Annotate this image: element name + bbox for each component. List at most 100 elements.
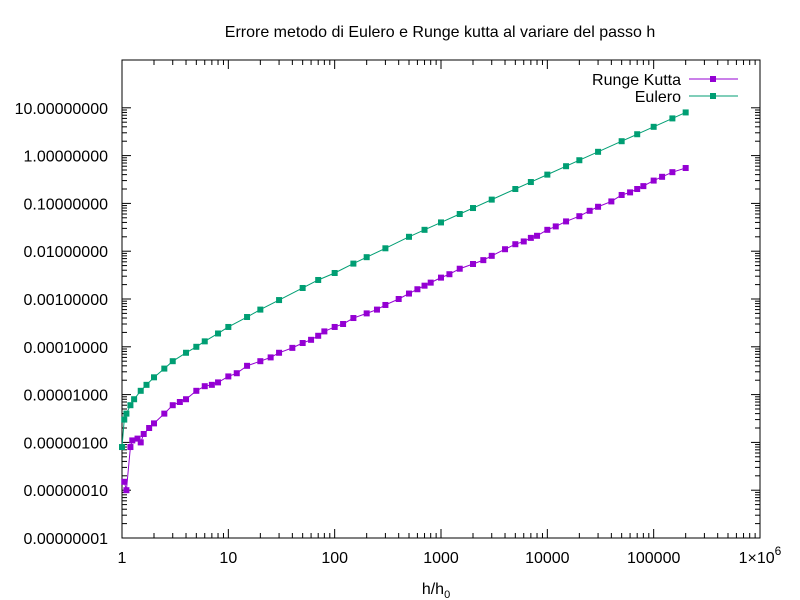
data-point [169,402,176,409]
data-point [405,233,412,240]
data-point [267,354,274,361]
data-point [225,323,232,330]
data-point [208,381,215,388]
x-axis-label: h/h0 [422,581,450,600]
data-point [331,323,338,330]
x-tick-label: 1×106 [739,544,782,567]
data-point [127,444,134,451]
data-point [331,269,338,276]
data-point [215,379,222,386]
data-point [627,189,634,196]
data-point [382,245,389,252]
plot-frame [121,59,761,539]
legend-label: Runge Kutta [592,72,681,89]
x-axis-label-subscript: 0 [444,589,450,600]
data-point [438,274,444,281]
data-point [405,290,412,297]
series-layer [119,109,689,494]
x-tick-label: 100 [321,550,348,567]
data-point [244,314,251,321]
legend-label: Eulero [635,89,681,106]
data-point [650,177,657,184]
data-point [299,284,306,291]
data-point [427,279,434,286]
data-point [350,315,357,322]
y-tick-label: 0.10000000 [23,196,108,213]
y-tick-label: 0.00001000 [23,388,108,405]
data-point [669,115,676,122]
data-point [456,265,463,272]
data-point [395,296,402,302]
data-point [520,238,527,245]
data-point [143,381,150,388]
data-point [373,306,380,313]
data-point [552,223,559,230]
data-point [225,373,232,380]
data-point [308,336,315,343]
data-point [127,402,134,409]
x-tick-label: 1 [118,550,127,567]
data-point [215,330,222,337]
y-tick-label: 0.00000001 [23,531,108,548]
y-tick-label: 0.00100000 [23,292,108,309]
data-point [183,396,190,403]
legend-swatch-marker [710,76,716,82]
data-point [161,365,168,372]
data-point [414,286,421,293]
data-point [576,157,583,164]
x-tick-label: 10000 [525,550,570,567]
data-point [276,349,283,356]
data-point [586,207,593,214]
series-eulero [119,109,689,451]
x-axis: 1 10 100 1000 10000 100000 1×106 [118,60,782,567]
data-point [512,241,519,248]
data-point [544,226,551,233]
data-point [176,399,183,406]
data-point [363,310,370,317]
x-tick-label: 100000 [627,550,680,567]
data-point [201,338,208,345]
y-tick-label: 0.01000000 [23,244,108,261]
data-point [595,203,602,210]
data-point [129,437,136,444]
y-tick-label: 0.00000100 [23,435,108,452]
y-tick-label: 0.00000010 [23,483,108,500]
data-point [446,271,453,278]
data-point [131,396,138,403]
data-point [123,410,130,417]
data-point [123,487,130,494]
data-point [456,211,463,218]
data-point [146,425,153,432]
x-tick-label-superscript: 6 [775,544,782,558]
data-point [233,370,240,377]
data-point [421,226,428,233]
data-point [512,186,519,193]
data-point [576,213,583,220]
data-point [682,109,689,116]
data-point [151,420,158,427]
data-point [137,387,144,394]
data-point [382,301,389,308]
x-axis-label-main: h/h [422,581,444,598]
data-point [193,343,200,350]
data-point [169,358,176,365]
data-point [151,374,158,381]
x-tick-label: 1000 [423,550,459,567]
y-tick-label: 0.00010000 [23,340,108,357]
y-axis: 0.00000001 0.00000010 0.00000100 0.00001000… [15,101,760,548]
legend-swatch-marker [710,93,716,99]
data-point [634,186,641,193]
series-runge-kutta [121,165,689,494]
data-point [183,349,190,356]
legend-entry: Eulero [635,89,738,106]
data-point [244,362,251,369]
data-point [257,358,264,365]
data-point [544,171,551,178]
data-point [276,297,283,304]
data-point [421,282,428,289]
x-tick-label: 10 [219,550,237,567]
data-point [121,478,128,485]
data-point [140,430,147,437]
data-point [289,344,296,351]
